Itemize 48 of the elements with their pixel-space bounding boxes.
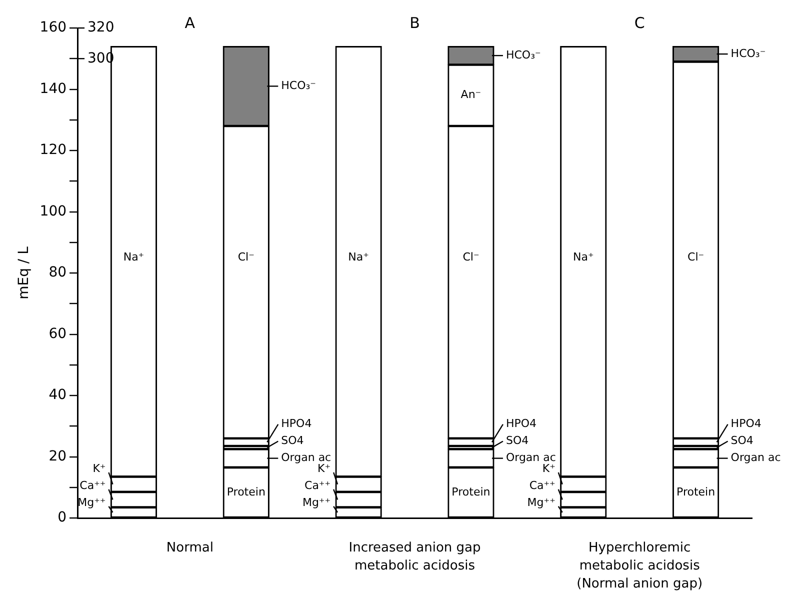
text: Mg⁺⁺ [302,496,331,509]
text: HCO₃⁻ [281,79,316,92]
text: Cl⁻ [462,250,480,264]
annotation: A [184,14,196,32]
series-label: An⁻ [460,88,482,102]
y-tick-label: 80 [48,264,67,281]
text: Protein [226,485,266,498]
series-label: K⁺ [542,462,556,475]
y-tick-label: 40 [48,387,67,404]
y-tick-label: 100 [40,203,67,220]
y-tick-label: 60 [48,326,67,342]
y2-tick-label: 320 [88,20,114,36]
series-label: Ca⁺⁺ [529,478,556,492]
text: Protein [452,485,490,498]
text: Hyperchloremic metabolic acidosis (Normal anion gap) [576,540,703,592]
text: K⁺ [92,462,106,475]
text: Increased anion gap metabolic acidosis [348,540,481,574]
y-tick-label: 120 [40,142,67,158]
text: HPO4 [730,417,762,430]
y-tick-label: 0 [58,510,67,526]
text: SO4 [281,434,304,448]
y-tick-label: 20 [48,448,67,464]
text: SO4 [730,434,754,448]
text: K⁺ [318,462,331,475]
series-label: Organ ac [506,451,556,464]
text: Normal [166,540,214,556]
series-label: Cl⁻ [688,250,704,264]
series-label: Na⁺ [123,250,144,264]
y-tick-label: 160 [40,20,67,36]
text: HCO₃⁻ [730,46,766,60]
text: Ca⁺⁺ [80,478,106,492]
series-label: Mg⁺⁺ [527,496,556,509]
y-axis-title: mEq / L [16,246,32,300]
annotation: C [634,14,645,32]
text: Organ ac [281,451,332,464]
series-label: SO4 [506,434,529,448]
text: Na⁺ [572,250,594,264]
series-label: Protein [676,485,716,498]
y-tick-label: 140 [40,80,67,97]
text: Na⁺ [348,250,369,264]
text: Organ ac [730,451,781,464]
annotation: B [410,14,420,32]
text: HPO4 [281,417,312,430]
text: Ca⁺⁺ [304,478,331,492]
text: Mg⁺⁺ [78,496,106,509]
text: Cl⁻ [238,250,254,264]
series-label: HCO₃⁻ [506,48,541,62]
series-label: HPO4 [506,417,537,430]
